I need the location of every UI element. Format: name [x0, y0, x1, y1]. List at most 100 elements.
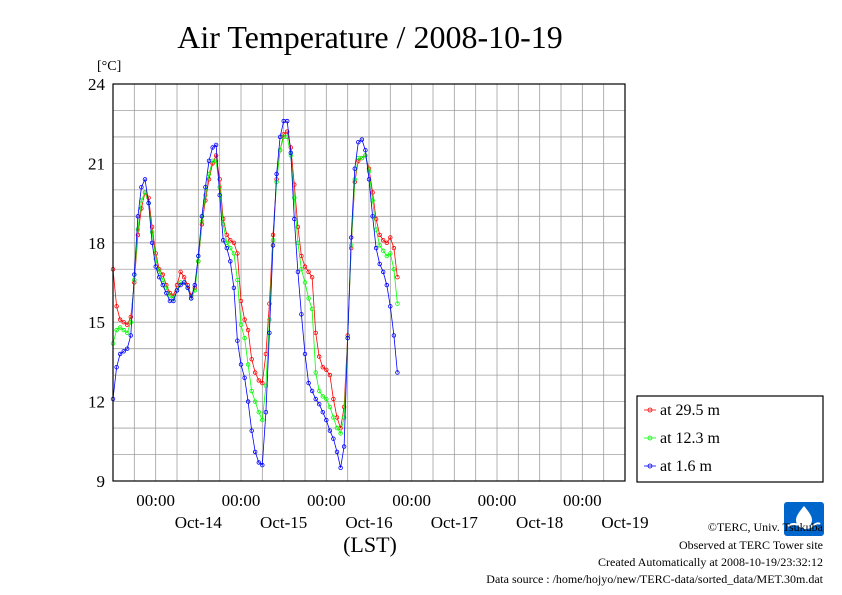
data-point — [331, 436, 336, 441]
data-point — [228, 259, 233, 264]
data-point — [210, 145, 215, 150]
data-point — [160, 277, 165, 283]
data-point — [381, 248, 386, 253]
data-point — [384, 253, 389, 259]
data-point — [256, 410, 261, 415]
data-point — [299, 267, 304, 272]
data-point — [331, 415, 336, 420]
data-point — [135, 227, 141, 232]
data-point — [203, 192, 208, 198]
data-point — [277, 147, 283, 153]
data-point — [256, 460, 261, 465]
legend-label: at 1.6 m — [660, 458, 713, 475]
data-point — [117, 317, 123, 322]
data-point — [317, 402, 322, 407]
data-point — [281, 132, 286, 137]
x-axis-label: (LST) — [343, 532, 397, 557]
data-point — [164, 290, 169, 296]
data-point — [313, 396, 318, 402]
data-point — [309, 388, 315, 394]
data-point — [124, 330, 130, 335]
data-point — [181, 280, 187, 285]
data-point — [121, 327, 126, 333]
observed-text: Observed at TERC Tower site — [678, 538, 823, 552]
data-point — [206, 158, 212, 163]
x-time-label: 00:00 — [392, 491, 431, 510]
data-point — [327, 372, 333, 378]
data-point — [245, 399, 251, 404]
data-source-text: Data source : /home/hojyo/new/TERC-data/… — [486, 572, 823, 586]
legend-label: at 29.5 m — [660, 402, 721, 419]
data-point — [306, 296, 311, 301]
data-point — [260, 417, 265, 423]
data-point — [395, 275, 400, 280]
y-tick-label: 15 — [88, 313, 105, 332]
data-point — [174, 288, 180, 293]
data-point — [260, 380, 265, 386]
data-point — [252, 399, 258, 404]
y-unit-label: [°C] — [97, 59, 121, 74]
y-tick-label: 12 — [88, 393, 105, 412]
data-point — [295, 269, 301, 275]
data-point — [203, 184, 208, 190]
data-point — [139, 184, 144, 190]
data-point — [306, 269, 311, 275]
data-point — [363, 153, 368, 158]
data-point — [359, 155, 365, 161]
data-point — [149, 240, 155, 245]
data-point — [352, 177, 357, 182]
data-point — [245, 362, 251, 367]
data-point — [309, 275, 315, 280]
legend-label: at 12.3 m — [660, 430, 721, 447]
data-point — [391, 245, 397, 251]
data-point — [217, 177, 222, 182]
data-point — [388, 304, 393, 309]
data-point — [313, 330, 318, 335]
data-point — [231, 251, 237, 256]
data-point — [213, 153, 219, 158]
data-point — [132, 272, 137, 277]
data-point — [317, 354, 322, 359]
data-point — [306, 380, 311, 386]
data-point — [213, 142, 219, 148]
data-point — [231, 240, 237, 245]
data-point — [359, 137, 365, 142]
data-point — [274, 171, 279, 177]
x-time-label: 00:00 — [478, 491, 517, 510]
data-point — [217, 184, 222, 190]
data-point — [188, 296, 194, 301]
data-point — [171, 298, 176, 304]
data-point — [149, 229, 155, 235]
x-time-label: 00:00 — [563, 491, 602, 510]
data-point — [114, 365, 119, 370]
data-point — [228, 237, 233, 243]
data-point — [317, 388, 322, 394]
x-date-label: Oct-18 — [516, 513, 563, 532]
data-point — [338, 465, 343, 470]
data-point — [242, 375, 247, 380]
data-point — [249, 357, 254, 362]
data-point — [341, 415, 347, 420]
data-point — [224, 240, 229, 245]
data-point — [267, 301, 272, 306]
data-point — [334, 449, 340, 455]
data-point — [377, 243, 382, 248]
x-date-label: Oct-14 — [175, 513, 223, 532]
plot-frame — [112, 83, 626, 482]
legend-swatch-marker — [647, 463, 653, 469]
data-point — [338, 431, 343, 436]
data-point — [263, 410, 269, 415]
data-point — [160, 282, 165, 288]
data-point — [181, 275, 187, 280]
data-point — [391, 333, 397, 338]
data-point — [156, 275, 162, 280]
data-point — [128, 320, 133, 325]
x-time-label: 00:00 — [136, 491, 175, 510]
data-point — [331, 396, 336, 402]
data-point — [370, 190, 375, 195]
grid-lines — [112, 83, 626, 482]
data-point — [121, 320, 126, 325]
data-point — [320, 365, 325, 370]
